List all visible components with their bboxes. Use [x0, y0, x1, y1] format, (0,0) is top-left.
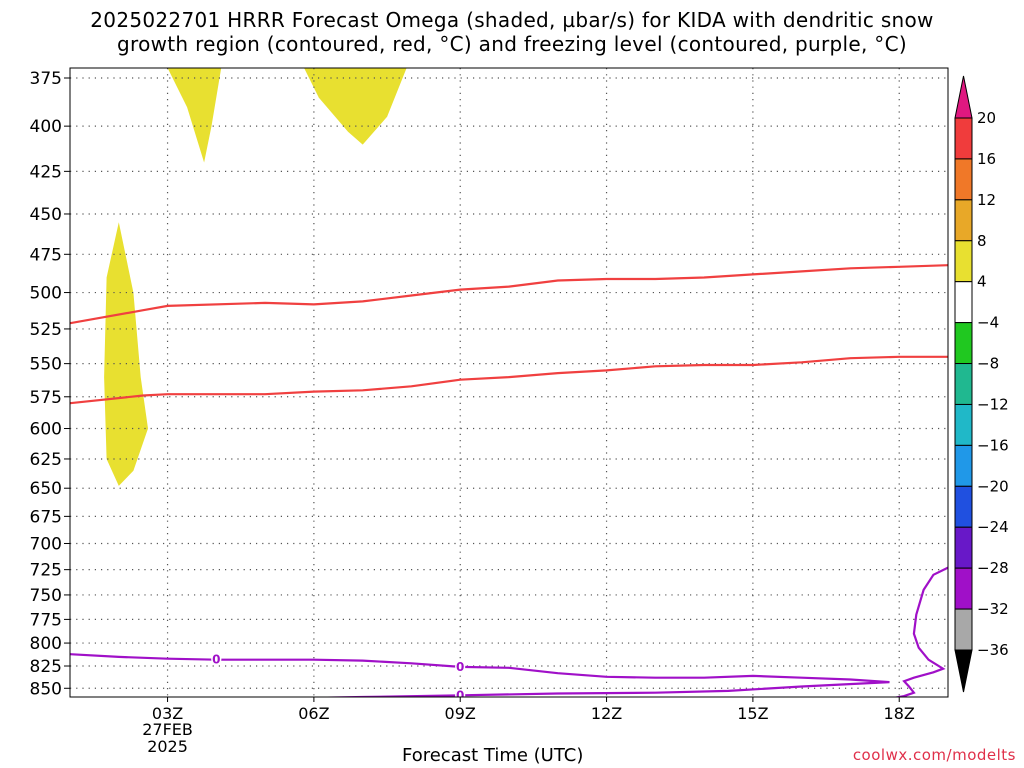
- colorbar-label-12: −28: [977, 559, 1009, 577]
- omega-region-1: [104, 222, 148, 486]
- x-tick-label-12Z: 12Z: [591, 704, 622, 723]
- x-tick-label-15Z: 15Z: [737, 704, 768, 723]
- x-axis-label: Forecast Time (UTC): [402, 745, 584, 766]
- colorbar-segment-2: [954, 158, 973, 201]
- y-tick-label-625: 625: [30, 450, 62, 470]
- y-tick-label-600: 600: [30, 420, 62, 440]
- plot-background: [70, 68, 948, 697]
- colorbar-label-7: −8: [977, 355, 999, 373]
- y-tick-label-425: 425: [30, 162, 62, 182]
- freezing-level-label-2: 0: [456, 660, 464, 674]
- y-tick-label-750: 750: [30, 586, 62, 606]
- colorbar-segment-4: [954, 240, 973, 283]
- dendritic-contour-2: [70, 355, 948, 405]
- y-tick-label-700: 700: [30, 534, 62, 554]
- colorbar-label-11: −24: [977, 518, 1009, 536]
- colorbar-top-arrow: [954, 75, 973, 119]
- colorbar-label-1: 20: [977, 109, 996, 127]
- omega-region-3: [304, 68, 407, 145]
- colorbar-segment-8: [954, 403, 973, 446]
- y-tick-label-650: 650: [30, 479, 62, 499]
- colorbar-segment-5: [954, 281, 973, 324]
- colorbar-label-5: 4: [977, 273, 987, 291]
- colorbar-segment-7: [954, 363, 973, 405]
- x-tick-label-06Z: 06Z: [298, 704, 329, 723]
- colorbar-label-10: −20: [977, 477, 1009, 495]
- colorbar-label-2: 16: [977, 150, 996, 168]
- colorbar-segment-11: [954, 526, 973, 569]
- y-tick-label-500: 500: [30, 284, 62, 304]
- y-tick-label-725: 725: [30, 561, 62, 581]
- colorbar-label-9: −16: [977, 436, 1009, 454]
- plot-layer: 0 0 0: [70, 68, 948, 702]
- x-tick-year-label: 2025: [147, 737, 188, 756]
- y-tick-label-450: 450: [30, 205, 62, 225]
- colorbar-label-3: 12: [977, 191, 996, 209]
- x-tick-date-label: 27FEB: [142, 720, 193, 739]
- y-tick-label-775: 775: [30, 610, 62, 630]
- colorbar-segment-3: [954, 199, 973, 242]
- freezing-level-contour-1: [70, 653, 890, 697]
- y-tick-label-375: 375: [30, 69, 62, 89]
- y-tick-label-400: 400: [30, 117, 62, 137]
- x-tick-label-18Z: 18Z: [884, 704, 915, 723]
- chart-title-line-1: 2025022701 HRRR Forecast Omega (shaded, …: [90, 8, 934, 32]
- plot-frame: [69, 67, 949, 698]
- y-tick-label-575: 575: [30, 388, 62, 408]
- colorbar-segment-12: [954, 567, 973, 610]
- colorbar-label-8: −12: [977, 395, 1009, 413]
- y-tick-label-675: 675: [30, 507, 62, 527]
- colorbar-segment-6: [954, 322, 973, 365]
- colorbar-segment-9: [954, 444, 973, 487]
- freezing-level-label-3: 0: [456, 688, 464, 702]
- y-tick-label-525: 525: [30, 320, 62, 340]
- dendritic-contour-1: [70, 264, 948, 325]
- credit-link[interactable]: coolwx.com/modelts: [852, 746, 1016, 764]
- chart-title-line-2: growth region (contoured, red, °C) and f…: [117, 32, 907, 56]
- colorbar-label-13: −32: [977, 600, 1009, 618]
- colorbar-segment-13: [954, 608, 973, 651]
- y-tick-label-475: 475: [30, 245, 62, 265]
- colorbar-segment-1: [954, 117, 973, 160]
- colorbar-bottom-arrow: [954, 649, 973, 693]
- y-tick-label-550: 550: [30, 355, 62, 375]
- colorbar-label-14: −36: [977, 641, 1009, 659]
- colorbar-segment-10: [954, 485, 973, 528]
- y-tick-label-850: 850: [30, 679, 62, 699]
- colorbar-label-6: −4: [977, 314, 999, 332]
- freezing-level-label-1: 0: [212, 653, 220, 667]
- y-tick-label-825: 825: [30, 657, 62, 677]
- colorbar-label-4: 8: [977, 232, 987, 250]
- x-tick-label-03Z: 03Z: [152, 704, 183, 723]
- y-tick-label-800: 800: [30, 634, 62, 654]
- freezing-level-contour-2: [892, 566, 948, 697]
- x-tick-label-09Z: 09Z: [445, 704, 476, 723]
- omega-region-2: [167, 68, 222, 163]
